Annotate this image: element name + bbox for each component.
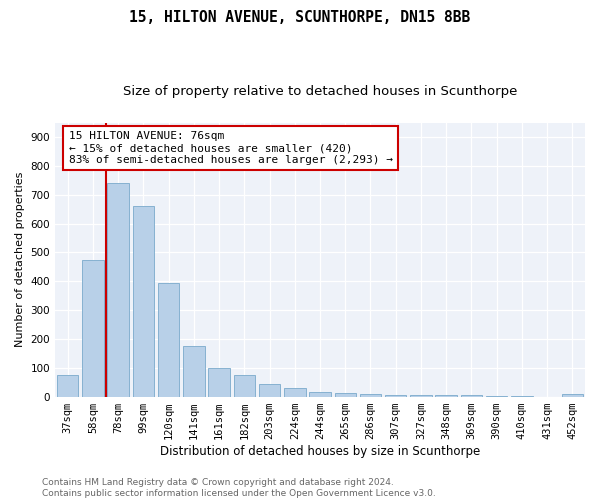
- X-axis label: Distribution of detached houses by size in Scunthorpe: Distribution of detached houses by size …: [160, 444, 480, 458]
- Title: Size of property relative to detached houses in Scunthorpe: Size of property relative to detached ho…: [123, 85, 517, 98]
- Bar: [335, 393, 356, 396]
- Bar: [309, 392, 331, 396]
- Text: 15, HILTON AVENUE, SCUNTHORPE, DN15 8BB: 15, HILTON AVENUE, SCUNTHORPE, DN15 8BB: [130, 10, 470, 25]
- Bar: [82, 260, 104, 396]
- Text: Contains HM Land Registry data © Crown copyright and database right 2024.
Contai: Contains HM Land Registry data © Crown c…: [42, 478, 436, 498]
- Bar: [183, 346, 205, 397]
- Bar: [208, 368, 230, 396]
- Bar: [133, 206, 154, 396]
- Y-axis label: Number of detached properties: Number of detached properties: [15, 172, 25, 348]
- Bar: [562, 394, 583, 396]
- Bar: [107, 184, 129, 396]
- Bar: [57, 375, 79, 396]
- Bar: [158, 284, 179, 397]
- Bar: [259, 384, 280, 396]
- Bar: [233, 375, 255, 396]
- Text: 15 HILTON AVENUE: 76sqm
← 15% of detached houses are smaller (420)
83% of semi-d: 15 HILTON AVENUE: 76sqm ← 15% of detache…: [69, 132, 393, 164]
- Bar: [284, 388, 305, 396]
- Bar: [385, 394, 406, 396]
- Bar: [360, 394, 381, 396]
